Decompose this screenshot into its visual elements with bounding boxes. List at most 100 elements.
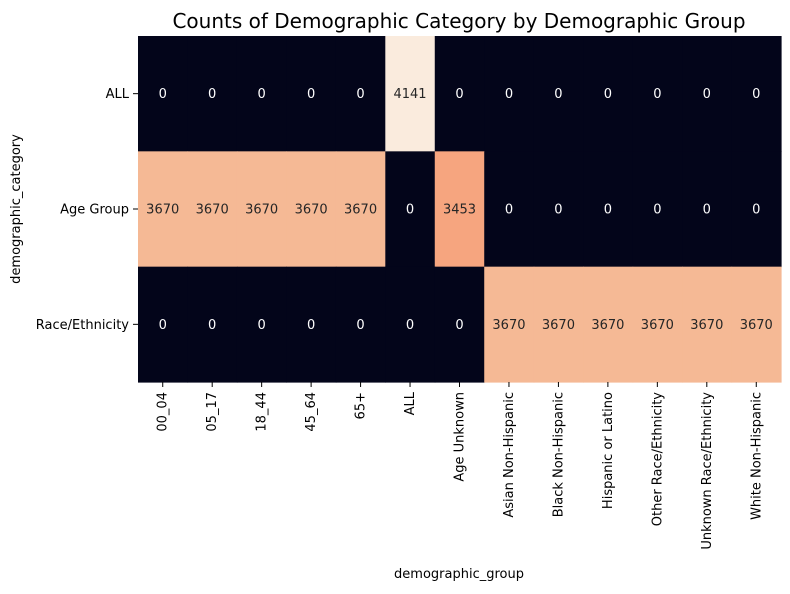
- heatmap-cells: 0 0 0 0 0 4141 0 0 0 0 0 0 0 3670 3670 3670 3670 3670 0 345…: [138, 36, 782, 383]
- cell-value-label: 3670: [542, 318, 575, 333]
- cell-value-label: 0: [356, 87, 364, 102]
- heatmap-cell: [632, 151, 683, 268]
- x-tick-label: Black Non-Hispanic: [551, 392, 566, 517]
- heatmap-cell: [682, 151, 733, 268]
- cell-value-label: 0: [208, 318, 216, 333]
- cell-value-label: 0: [307, 87, 315, 102]
- heatmap-cell: [335, 36, 386, 152]
- cell-value-label: 0: [258, 318, 266, 333]
- cell-value-label: 0: [258, 87, 266, 102]
- heatmap-cell: [533, 36, 584, 152]
- x-axis: 00_04 05_17 18_44 45_64 65+ ALL Age Unknown Asi…: [156, 382, 764, 550]
- heatmap-cell: [484, 36, 535, 152]
- heatmap-cell: [138, 266, 189, 383]
- cell-value-label: 0: [406, 318, 414, 333]
- cell-value-label: 0: [554, 203, 562, 218]
- heatmap-cell: [533, 151, 584, 268]
- heatmap-cell: [434, 36, 485, 152]
- x-tick-label: 05_17: [205, 392, 220, 432]
- heatmap-cell: [138, 36, 189, 152]
- cell-value-label: 0: [653, 87, 661, 102]
- x-tick-label: Other Race/Ethnicity: [650, 392, 665, 527]
- cell-value-label: 0: [703, 203, 711, 218]
- heatmap-cell: [434, 151, 485, 268]
- chart-title: Counts of Demographic Category by Demogr…: [172, 9, 745, 33]
- heatmap-cell: [187, 36, 238, 152]
- x-tick-label: Asian Non-Hispanic: [502, 392, 517, 518]
- heatmap-cell: [236, 36, 287, 152]
- cell-value-label: 0: [604, 203, 612, 218]
- cell-value-label: 3670: [690, 318, 723, 333]
- heatmap-cell: [187, 266, 238, 383]
- cell-value-label: 3670: [245, 203, 278, 218]
- heatmap-cell: [385, 151, 436, 268]
- y-axis-label: demographic_category: [9, 134, 24, 284]
- heatmap-cell: [533, 266, 584, 383]
- heatmap-cell: [335, 266, 386, 383]
- heatmap-cell: [385, 36, 436, 152]
- heatmap-cell: [385, 266, 436, 383]
- heatmap-cell: [138, 151, 189, 268]
- cell-value-label: 0: [455, 318, 463, 333]
- cell-value-label: 0: [406, 203, 414, 218]
- x-axis-label: demographic_group: [394, 567, 524, 582]
- cell-value-label: 3670: [740, 318, 773, 333]
- heatmap-cell: [236, 151, 287, 268]
- heatmap-cell: [335, 151, 386, 268]
- x-tick-label: White Non-Hispanic: [749, 392, 764, 520]
- cell-value-label: 0: [159, 318, 167, 333]
- heatmap-cell: [583, 36, 634, 152]
- cell-value-label: 0: [208, 87, 216, 102]
- cell-value-label: 3670: [344, 203, 377, 218]
- heatmap-cell: [731, 36, 782, 152]
- heatmap-cell: [484, 151, 535, 268]
- heatmap-cell: [731, 151, 782, 268]
- x-tick-label: 45_64: [304, 392, 319, 432]
- cell-value-label: 0: [604, 87, 612, 102]
- y-tick-label: Race/Ethnicity: [36, 318, 129, 333]
- heatmap-cell: [286, 36, 337, 152]
- heatmap-cell: [682, 36, 733, 152]
- cell-value-label: 0: [703, 87, 711, 102]
- cell-value-label: 0: [653, 203, 661, 218]
- heatmap-cell: [632, 266, 683, 383]
- cell-value-label: 0: [752, 87, 760, 102]
- heatmap-cell: [434, 266, 485, 383]
- cell-value-label: 0: [455, 87, 463, 102]
- x-tick-label: Unknown Race/Ethnicity: [700, 392, 715, 550]
- heatmap-cell: [484, 266, 535, 383]
- cell-value-label: 0: [505, 203, 513, 218]
- heatmap-cell: [682, 266, 733, 383]
- cell-value-label: 3453: [443, 203, 476, 218]
- x-tick-label: Age Unknown: [453, 392, 468, 482]
- cell-value-label: 3670: [492, 318, 525, 333]
- heatmap-cell: [286, 266, 337, 383]
- y-tick-label: Age Group: [60, 203, 129, 218]
- cell-value-label: 0: [554, 87, 562, 102]
- heatmap-cell: [583, 266, 634, 383]
- cell-value-label: 0: [159, 87, 167, 102]
- cell-value-label: 3670: [641, 318, 674, 333]
- heatmap-cell: [632, 36, 683, 152]
- y-tick-label: ALL: [106, 87, 130, 102]
- cell-value-label: 3670: [591, 318, 624, 333]
- x-tick-label: 18_44: [255, 392, 270, 432]
- cell-value-label: 4141: [393, 87, 426, 102]
- heatmap-cell: [731, 266, 782, 383]
- heatmap-cell: [286, 151, 337, 268]
- cell-value-label: 3670: [295, 203, 328, 218]
- x-tick-label: ALL: [403, 391, 418, 415]
- x-tick-label: 65+: [354, 392, 369, 419]
- cell-value-label: 0: [505, 87, 513, 102]
- x-tick-label: Hispanic or Latino: [601, 392, 616, 509]
- cell-value-label: 0: [307, 318, 315, 333]
- cell-value-label: 0: [752, 203, 760, 218]
- heatmap-cell: [583, 151, 634, 268]
- heatmap-cell: [236, 266, 287, 383]
- cell-value-label: 0: [356, 318, 364, 333]
- cell-value-label: 3670: [196, 203, 229, 218]
- y-axis: ALL Age Group Race/Ethnicity: [36, 87, 138, 333]
- heatmap-cell: [187, 151, 238, 268]
